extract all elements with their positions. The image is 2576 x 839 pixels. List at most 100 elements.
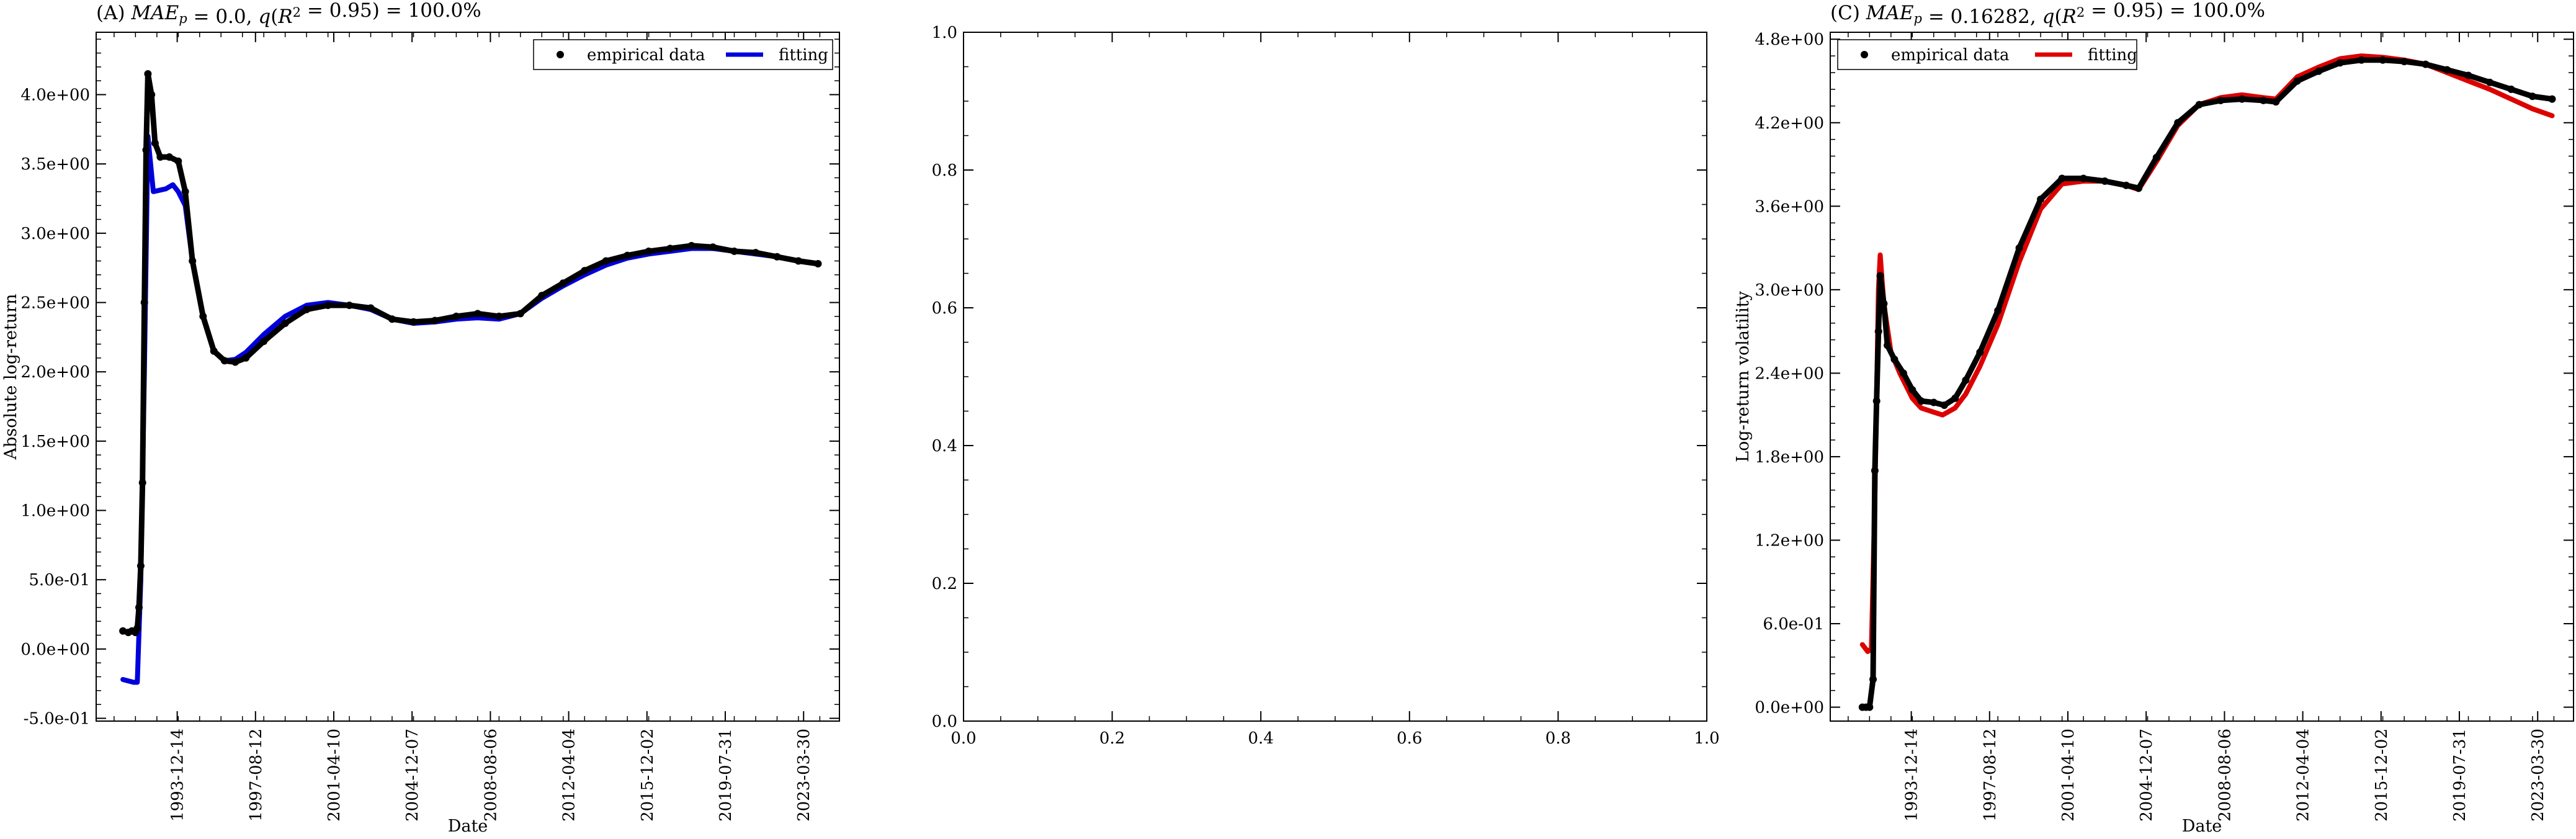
panel-b-plot-frame [963, 32, 1707, 722]
panel-a-y-tick-label: 5.0e-01 [29, 571, 90, 590]
panel-c-plot-frame [1830, 32, 2574, 722]
panel-a-empirical-point [431, 316, 439, 325]
panel-c-x-tick-label: 2001-04-10 [2059, 729, 2078, 822]
panel-a-y-tick-label: 2.0e+00 [20, 363, 90, 382]
panel-a-empirical-point [624, 251, 632, 259]
panel-a-empirical-point [666, 245, 674, 253]
panel-a-empirical-point [181, 187, 189, 195]
panel-a-empirical-point [133, 624, 141, 632]
panel-a-empirical-point [210, 347, 218, 355]
panel-c-empirical-point [2548, 95, 2556, 103]
panel-a-x-tick-label: 2012-04-04 [560, 729, 579, 822]
panel-a-empirical-point [303, 305, 311, 313]
panel-c-x-axis-label: Date [2182, 817, 2222, 836]
panel-a-y-tick-label: 2.5e+00 [20, 294, 90, 313]
panel-a-empirical-point [814, 260, 822, 267]
panel-a-empirical-point [602, 257, 610, 265]
panel-c-x-tick-label: 2015-12-02 [2373, 729, 2391, 822]
panel-a-title: (A) MAEp = 0.0, q(R2 = 0.95) = 100.0% [96, 0, 481, 28]
panel-c-empirical-point [1876, 272, 1884, 280]
panel-c-x-tick-label: 2012-04-04 [2294, 729, 2313, 822]
panel-b-y-tick-label: 0.8 [932, 161, 957, 180]
panel-a-legend-label-empirical: empirical data [587, 46, 705, 65]
panel-b-x-tick-label: 0.0 [950, 729, 976, 748]
panel-a-empirical-point [260, 338, 268, 345]
panel-a-y-tick-label: 3.0e+00 [20, 225, 90, 243]
panel-c-y-tick-label: 3.6e+00 [1755, 197, 1824, 216]
panel-a-y-tick-label: 3.5e+00 [20, 155, 90, 174]
panel-a-fitting-line [120, 133, 821, 685]
panel-a-empirical-point [140, 298, 148, 307]
panel-a-empirical-point [142, 146, 150, 154]
panel-c-plot-area: 0.0e+00 6.0e-01 1.2e+00 1.8e+00 2.4e+00 3.0e+… [1755, 30, 2574, 822]
panel-a-plot-frame [96, 32, 840, 722]
panel-c-empirical-point [2015, 244, 2023, 252]
panel-c-empirical-point [2037, 195, 2045, 204]
panel-a-empirical-point [189, 257, 197, 265]
panel-c-empirical-point [1874, 328, 1882, 336]
panel-a-legend: empirical data fitting [533, 39, 833, 70]
panel-c-x-tick-label: 2019-07-31 [2451, 729, 2469, 822]
panel-a-empirical-point [581, 267, 589, 275]
panel-b-y-tick-label: 0.0 [932, 712, 957, 731]
panel-c: (C) MAEp = 0.16282, q(R2 = 0.95) = 100.0… [1733, 0, 2574, 836]
panel-c-y-axis-label: Log-return volatility [1733, 290, 1753, 462]
panel-a-empirical-point [136, 562, 145, 570]
panel-b: 0.0 0.2 0.4 0.6 0.8 1.0 0.0 0.2 0.4 0.6 0.8 1.0 [932, 24, 1720, 748]
panel-a-empirical-point [324, 302, 332, 309]
panel-b-y-tick-label: 0.6 [932, 299, 957, 318]
panel-a-y-axis-label: Absolute log-return [1, 294, 20, 460]
panel-a-empirical-point [165, 153, 173, 161]
panel-c-y-tick-label: 6.0e-01 [1763, 615, 1824, 634]
panel-a-empirical-point [773, 253, 781, 261]
panel-a-empirical-point [730, 247, 738, 255]
panel-a-empirical-trail [120, 71, 821, 635]
panel-a-empirical-point [516, 310, 524, 318]
panel-b-y-tick-label: 0.2 [932, 575, 957, 593]
panel-c-empirical-point [1962, 376, 1970, 384]
panel-a-x-axis-label: Date [448, 817, 488, 836]
panel-a-y-tick-label: 1.0e+00 [20, 502, 90, 521]
panel-a-empirical-point [388, 315, 396, 323]
panel-c-y-tick-label: 4.8e+00 [1755, 30, 1824, 49]
panel-a-empirical-point [144, 70, 152, 78]
panel-c-empirical-point [1890, 356, 1898, 363]
panel-c-y-tick-label: 1.8e+00 [1755, 448, 1824, 467]
panel-a-legend-label-fitting: fitting [779, 46, 828, 65]
panel-c-empirical-point [2400, 58, 2408, 66]
panel-a-empirical-point [231, 358, 239, 366]
panel-a-y-tick-label: 4.0e+00 [20, 86, 90, 105]
panel-a-x-tick-label: 2019-07-31 [717, 729, 735, 822]
panel-c-empirical-point [2336, 59, 2344, 67]
panel-c-empirical-point [2507, 85, 2515, 93]
panel-c-empirical-point [2174, 119, 2182, 127]
panel-c-empirical-point [2135, 184, 2143, 192]
panel-a-x-tick-label: 2015-12-02 [638, 729, 657, 822]
panel-c-empirical-point [2101, 177, 2109, 185]
panel-a-empirical-point [559, 279, 567, 287]
panel-a-empirical-point [495, 312, 503, 320]
panel-c-y-tick-label: 3.0e+00 [1755, 281, 1824, 300]
panel-a-x-tick-label: 1993-12-14 [169, 729, 187, 822]
panel-a: (A) MAEp = 0.0, q(R2 = 0.95) = 100.0% Ab… [1, 0, 840, 836]
panel-c-empirical-point [2152, 153, 2160, 161]
panel-c-empirical-point [2260, 96, 2268, 104]
panel-a-x-tick-label: 2004-12-07 [403, 729, 422, 822]
panel-a-y-tick-label: 0.0e+00 [20, 640, 90, 659]
panel-c-empirical-point [1866, 703, 1874, 711]
panel-a-empirical-point [645, 247, 653, 255]
panel-c-x-tick-label: 2004-12-07 [2137, 729, 2156, 822]
panel-a-y-tick-label: -5.0e-01 [24, 710, 90, 729]
panel-c-empirical-point [2293, 77, 2301, 85]
panel-c-x-tick-label: 2008-08-06 [2216, 729, 2234, 822]
panel-c-legend-label-empirical: empirical data [1891, 46, 2009, 65]
panel-b-x-tick-label: 0.4 [1248, 729, 1274, 748]
panel-c-empirical-point [2528, 92, 2536, 101]
panel-a-legend-marker-empirical [557, 51, 564, 58]
panel-c-empirical-point [1872, 397, 1881, 405]
panel-c-empirical-point [2443, 66, 2451, 74]
panel-a-empirical-point [346, 302, 354, 309]
panel-a-empirical-point [174, 157, 182, 165]
panel-c-empirical-point [1976, 348, 1984, 356]
